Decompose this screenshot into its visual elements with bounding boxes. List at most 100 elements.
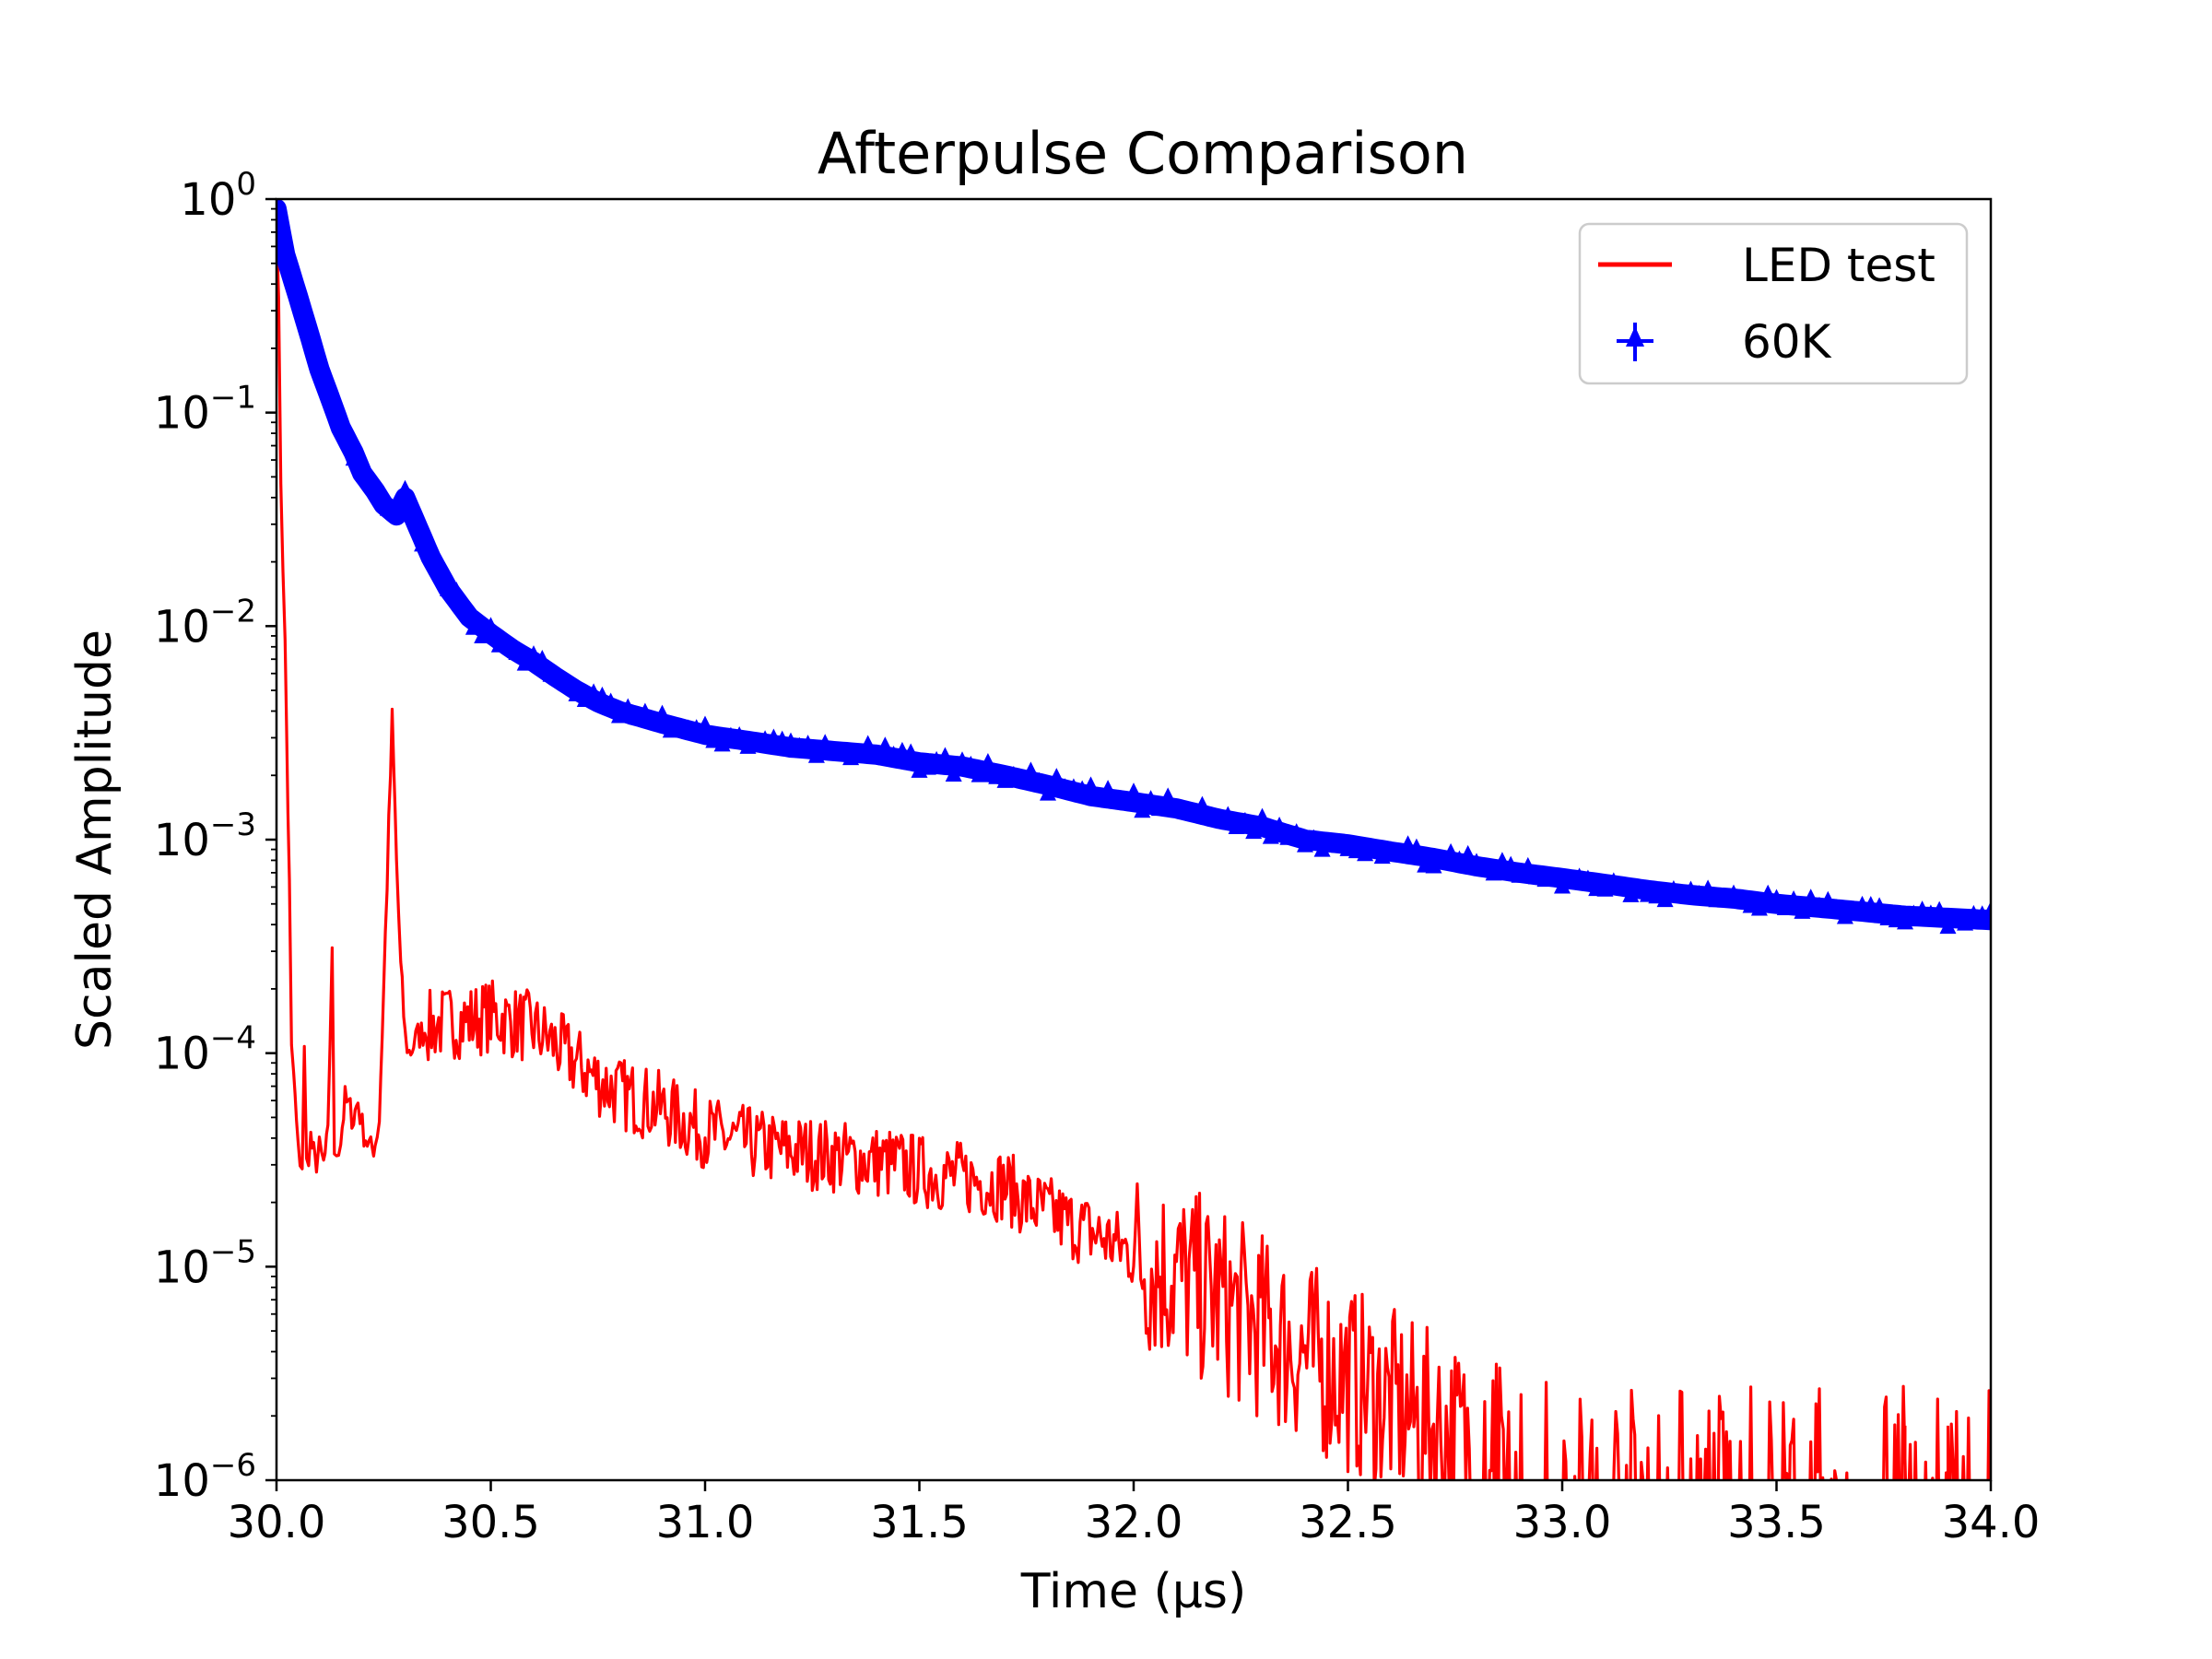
series-60k-marker <box>1245 822 1263 840</box>
series-60k-marker <box>500 635 517 653</box>
series-60k-marker <box>1656 890 1674 908</box>
series-60k-marker <box>550 666 568 684</box>
series-60k-marker <box>902 743 920 760</box>
series-60k-marker <box>1682 880 1700 898</box>
series-60k-marker <box>954 751 971 769</box>
series-60k-marker <box>1700 879 1717 897</box>
series-60k-marker <box>697 715 713 733</box>
series-60k-marker <box>1983 900 1991 918</box>
series-60k-marker <box>1485 864 1502 881</box>
series-60k-marker <box>868 744 885 761</box>
x-axis-label: Time (μs) <box>1020 1564 1247 1619</box>
series-60k-marker <box>945 764 962 782</box>
series-60k-marker <box>1288 823 1305 841</box>
series-60k-marker <box>962 755 980 772</box>
series-60k-marker <box>516 653 534 671</box>
series-60k-marker <box>1090 789 1108 806</box>
series-60k-marker <box>1365 841 1382 858</box>
series-60k-marker <box>1768 888 1785 906</box>
series-60k-marker <box>1734 888 1751 906</box>
y-axis-label: Scaled Amplitude <box>67 629 123 1050</box>
y-tick-label: 10−6 <box>154 1447 256 1507</box>
y-tick-label: 10−4 <box>154 1020 256 1080</box>
series-60k-marker <box>430 555 448 572</box>
series-60k-marker <box>1913 900 1931 918</box>
series-60k-marker <box>1433 849 1451 866</box>
series-60k-marker <box>1493 852 1511 869</box>
series-60k-marker <box>1845 900 1863 918</box>
plot-area <box>275 197 1993 1482</box>
series-60k-marker <box>345 449 362 466</box>
series-60k-marker <box>1219 806 1237 823</box>
series-60k-marker <box>1725 884 1742 901</box>
chart-title: Afterpulse Comparison <box>818 120 1468 187</box>
series-60k-marker <box>1622 885 1640 902</box>
series-60k-marker <box>731 725 748 743</box>
y-tick-label: 100 <box>180 166 256 226</box>
series-60k-marker <box>285 265 302 283</box>
series-60k-marker <box>1082 776 1100 794</box>
series-60k-marker <box>1373 847 1391 865</box>
series-60k-marker <box>1271 817 1288 834</box>
series-60k-marker <box>1211 810 1228 828</box>
series-60k-marker <box>448 582 465 599</box>
series-60k-marker <box>1048 768 1065 785</box>
legend-swatch-60k <box>1617 323 1653 361</box>
x-axis: 30.0 30.5 31.0 31.5 32.0 32.5 33.0 33.5 34.0 <box>228 1480 2040 1548</box>
series-60k-marker <box>474 626 491 643</box>
series-60k-marker <box>747 735 765 752</box>
series-60k-marker <box>645 711 663 728</box>
series-60k-marker <box>1116 792 1134 809</box>
series-60k-marker <box>1425 856 1442 874</box>
series-60k-marker <box>1100 780 1117 797</box>
x-tick-label: 33.5 <box>1727 1497 1826 1548</box>
series-60k-marker <box>1545 869 1562 887</box>
series-60k-marker <box>328 399 346 417</box>
series-60k-marker <box>576 689 594 707</box>
y-tick-label: 10−5 <box>154 1233 256 1293</box>
series-60k-marker <box>1228 817 1245 834</box>
series-60k-marker <box>1957 913 1974 931</box>
series-60k-marker <box>1459 844 1477 862</box>
series-60k-marker <box>653 704 671 722</box>
series-60k-marker <box>1596 879 1614 897</box>
series-60k-marker <box>336 419 354 437</box>
series-60k-marker <box>525 645 542 663</box>
series-60k-marker <box>807 746 825 763</box>
series-60k-marker <box>851 746 868 763</box>
series-60k-marker <box>276 240 294 257</box>
series-60k-marker <box>799 735 817 752</box>
series-60k-marker <box>568 684 585 701</box>
series-60k-marker <box>1630 879 1648 897</box>
series-60k-marker <box>611 706 628 724</box>
series-60k-marker <box>1871 897 1888 914</box>
series-60k-marker <box>817 734 834 751</box>
series-60k-marker <box>1716 890 1734 908</box>
series-60k-marker <box>1511 865 1528 883</box>
series-60k-marker <box>388 501 406 519</box>
series-60k-marker <box>311 352 328 370</box>
y-tick-label: 10−2 <box>154 593 256 653</box>
series-60k-marker <box>877 736 894 754</box>
series-60k-marker <box>276 208 285 226</box>
x-tick-label: 30.0 <box>228 1497 326 1548</box>
series-60k-marker <box>396 479 414 497</box>
legend-label-led-test: LED test <box>1742 239 1936 292</box>
series-60k-marker <box>422 537 440 555</box>
series-60k-marker <box>534 650 551 667</box>
series-60k-marker <box>1502 855 1520 873</box>
series-led-test <box>276 224 1991 1480</box>
series-60k-marker <box>1040 783 1056 801</box>
series-60k-marker <box>1451 850 1468 867</box>
series-60k-marker <box>319 380 336 397</box>
series-60k-marker <box>1279 828 1297 845</box>
series-60k-marker <box>1819 890 1837 908</box>
series-60k-marker <box>1305 829 1323 846</box>
series-60k-marker <box>996 771 1014 788</box>
legend-label-60k: 60K <box>1742 315 1832 369</box>
series-60k-marker <box>1828 899 1845 916</box>
series-60k-marker <box>594 686 611 703</box>
series-60k-marker <box>833 742 851 759</box>
series-60k-marker <box>302 321 320 338</box>
series-60k-marker <box>1519 856 1536 874</box>
